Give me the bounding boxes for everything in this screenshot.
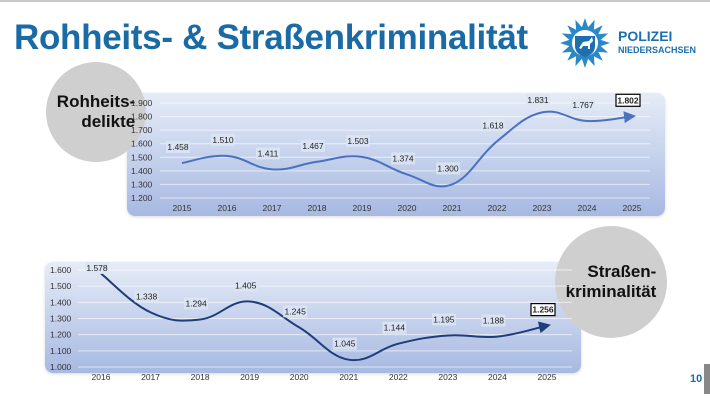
data-label: 1.195: [433, 315, 455, 325]
data-label: 1.411: [258, 148, 279, 158]
data-label: 1.294: [185, 299, 207, 309]
data-label: 1.256: [532, 305, 554, 315]
data-label: 1.405: [235, 281, 257, 291]
x-tick-label: 2022: [488, 203, 507, 213]
data-label: 1.467: [302, 141, 324, 151]
x-tick-label: 2016: [218, 203, 237, 213]
data-label: 1.458: [167, 142, 189, 152]
chart-2-label: Straßen- kriminalität: [565, 262, 657, 301]
y-tick-label: 1.000: [50, 362, 72, 372]
x-tick-label: 2018: [191, 372, 210, 382]
logo-text-polizei: POLIZEI: [618, 28, 673, 44]
data-label-box: [391, 152, 415, 165]
series-line: [181, 110, 636, 188]
data-label-box: [332, 337, 357, 350]
y-tick-label: 1.300: [131, 179, 153, 189]
x-tick-label: 2021: [339, 372, 358, 382]
x-tick-label: 2017: [263, 203, 282, 213]
y-tick-label: 1.400: [131, 166, 153, 176]
label-bubble-rohheitsdelikte: Rohheits- delikte: [46, 62, 146, 162]
data-label: 1.618: [482, 120, 504, 130]
x-tick-label: 2024: [578, 203, 597, 213]
data-label: 1.300: [437, 163, 459, 173]
data-label-box: [256, 147, 280, 160]
data-label: 1.188: [483, 316, 505, 326]
page-title: Rohheits- & Straßenkriminalität: [14, 18, 528, 57]
data-label-box: [184, 297, 209, 310]
data-label-box: [481, 314, 506, 327]
page-edge-bar: [704, 364, 710, 394]
x-tick-label: 2020: [398, 203, 417, 213]
y-tick-label: 1.600: [131, 139, 153, 149]
chart-1-label: Rohheits- delikte: [56, 92, 136, 131]
data-label-box: [166, 141, 190, 153]
y-tick-label: 1.700: [131, 125, 153, 135]
data-label-box: [530, 303, 556, 317]
data-label: 1.802: [617, 95, 639, 105]
label-bubble-strassenkriminalitaet: Straßen- kriminalität: [555, 226, 667, 338]
x-tick-label: 2022: [389, 372, 408, 382]
data-label-box: [571, 99, 595, 111]
data-label: 1.503: [347, 136, 369, 146]
data-label: 1.374: [392, 153, 414, 163]
data-label: 1.245: [285, 306, 307, 316]
y-tick-label: 1.500: [131, 152, 153, 162]
x-tick-label: 2025: [623, 203, 642, 213]
y-tick-label: 1.500: [50, 281, 72, 291]
y-tick-label: 1.600: [50, 265, 72, 275]
series-line: [100, 272, 551, 362]
data-label-box: [233, 279, 258, 292]
data-label: 1.144: [384, 323, 406, 333]
y-tick-label: 1.200: [131, 193, 153, 203]
data-label-box: [382, 321, 407, 334]
data-label-box: [431, 313, 456, 326]
data-label-box: [481, 119, 505, 132]
data-label-box: [346, 134, 370, 147]
y-tick-label: 1.800: [131, 112, 153, 122]
data-label-box: [526, 94, 550, 106]
y-tick-label: 1.900: [131, 98, 153, 108]
data-label-box: [301, 139, 325, 152]
x-tick-label: 2025: [538, 372, 557, 382]
data-label-box: [134, 290, 159, 303]
police-star-logo: [560, 18, 610, 68]
data-label: 1.045: [334, 339, 356, 349]
x-tick-label: 2015: [173, 203, 192, 213]
x-tick-label: 2019: [240, 372, 259, 382]
data-label-box: [211, 133, 235, 146]
data-label: 1.338: [136, 291, 158, 301]
data-label: 1.767: [572, 100, 594, 110]
x-tick-label: 2019: [353, 203, 372, 213]
horse-icon: [579, 37, 593, 49]
data-label-box: [283, 305, 308, 318]
y-tick-label: 1.400: [50, 297, 72, 307]
data-label-box: [615, 93, 641, 107]
x-tick-label: 2017: [141, 372, 160, 382]
x-tick-label: 2020: [290, 372, 309, 382]
police-star-icon: [560, 18, 610, 68]
y-tick-label: 1.200: [50, 330, 72, 340]
x-tick-label: 2023: [438, 372, 457, 382]
page-number: 10: [690, 373, 703, 385]
y-tick-label: 1.300: [50, 314, 72, 324]
x-tick-label: 2021: [443, 203, 462, 213]
top-divider: [0, 0, 710, 2]
x-tick-label: 2018: [308, 203, 327, 213]
y-tick-label: 1.100: [50, 346, 72, 356]
logo-text-niedersachsen: NIEDERSACHSEN: [618, 45, 697, 55]
data-label: 1.510: [212, 135, 234, 145]
x-tick-label: 2024: [488, 372, 507, 382]
data-label: 1.578: [86, 263, 108, 273]
data-label: 1.831: [527, 95, 549, 105]
data-label-box: [436, 162, 460, 175]
x-tick-label: 2023: [533, 203, 552, 213]
data-label-box: [85, 262, 109, 274]
x-tick-label: 2016: [92, 372, 111, 382]
